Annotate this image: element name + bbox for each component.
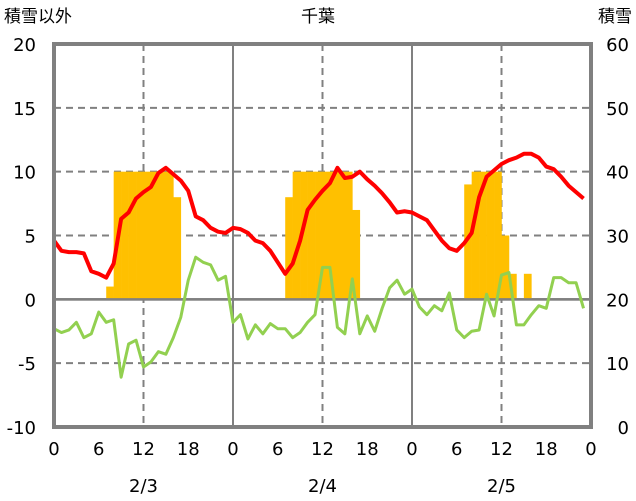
plot-frame (52, 42, 593, 429)
snow-depth-bar (300, 171, 308, 300)
green-line (53, 255, 585, 379)
date-label: 2/5 (487, 476, 516, 497)
snow-depth-bar (165, 171, 174, 300)
x-tick-label: 12 (311, 439, 334, 460)
snow-depth-bar (106, 286, 114, 300)
snow-depth-bar (136, 171, 144, 300)
snow-depth-bar (173, 197, 182, 300)
snow-depth-bar (285, 197, 293, 300)
chart-title: 千葉 (301, 7, 335, 27)
x-tick-label: 6 (93, 439, 104, 460)
right-tick-label: 10 (606, 354, 629, 375)
right-tick-label: 50 (606, 99, 629, 120)
snow-depth-bar (292, 171, 301, 300)
left-tick-label: -5 (18, 354, 36, 375)
x-tick-label: 6 (272, 439, 283, 460)
x-tick-label: 0 (227, 439, 238, 460)
snow-depth-bar (471, 171, 480, 300)
plot-border (52, 42, 593, 429)
snow-depth-bar (329, 171, 338, 300)
snow-depth-bar (121, 171, 129, 300)
right-tick-label: 0 (618, 418, 629, 439)
snow-depth-bar (128, 171, 137, 300)
date-label: 2/3 (129, 476, 158, 497)
x-tick-label: 0 (48, 439, 59, 460)
snow-depth-bar (523, 273, 532, 300)
left-tick-label: 15 (13, 99, 36, 120)
snow-depth-bar (315, 171, 323, 300)
right-tick-label: 60 (606, 35, 629, 56)
date-label: 2/4 (308, 476, 337, 497)
snow-depth-bar (486, 171, 495, 300)
snow-depth-bar (508, 273, 517, 300)
left-tick-label: -10 (7, 418, 36, 439)
left-tick-label: 0 (25, 290, 36, 311)
x-tick-label: 12 (132, 439, 155, 460)
x-tick-label: 12 (490, 439, 513, 460)
snow-depth-bar (150, 171, 159, 300)
snow-depth-bars (54, 171, 591, 301)
right-tick-label: 40 (606, 163, 629, 184)
left-tick-label: 5 (25, 227, 36, 248)
right-axis-title: 積雪 (598, 7, 632, 27)
x-tick-label: 6 (451, 439, 462, 460)
snow-depth-bar (494, 171, 502, 300)
snow-depth-bar (337, 171, 346, 300)
red-line (52, 151, 585, 280)
snow-depth-bar (158, 171, 167, 300)
right-tick-label: 30 (606, 227, 629, 248)
snow-depth-bar (464, 184, 472, 300)
right-tick-label: 20 (606, 290, 629, 311)
x-tick-label: 0 (585, 439, 596, 460)
snow-depth-bar (501, 235, 510, 300)
snow-depth-bar (307, 171, 316, 300)
x-tick-label: 18 (535, 439, 558, 460)
snow-depth-bar (352, 209, 361, 300)
snow-depth-bar (322, 171, 331, 300)
x-tick-label: 18 (177, 439, 200, 460)
left-tick-label: 10 (13, 163, 36, 184)
left-tick-label: 20 (13, 35, 36, 56)
left-axis-title: 積雪以外 (4, 7, 72, 27)
snow-depth-bar (344, 171, 353, 300)
x-tick-label: 18 (356, 439, 379, 460)
snow-depth-bar (143, 171, 152, 300)
x-tick-label: 0 (406, 439, 417, 460)
snow-depth-bar (479, 171, 487, 300)
